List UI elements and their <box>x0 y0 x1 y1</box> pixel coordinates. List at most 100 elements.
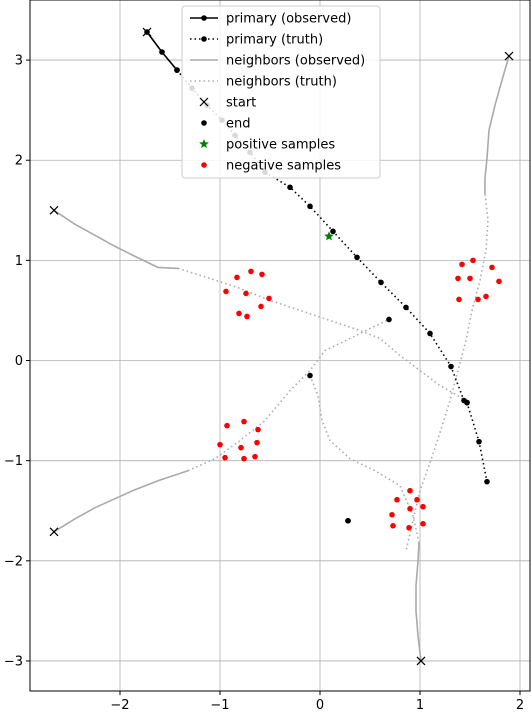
x-stroke <box>142 27 152 37</box>
negative-sample <box>222 454 228 461</box>
legend-entry: start <box>199 96 256 111</box>
x-stroke <box>49 205 59 215</box>
neighbor-observed-line <box>415 542 422 662</box>
legend-dot <box>201 15 207 21</box>
negative-sample <box>254 439 260 446</box>
negative-sample <box>217 441 223 448</box>
legend-star <box>199 139 209 148</box>
negative-sample <box>406 524 412 531</box>
legend-entry: neighbors (observed) <box>190 54 365 69</box>
neighbor-end-marker <box>307 372 313 379</box>
start-end-markers <box>49 27 514 666</box>
plot-frame <box>29 0 531 692</box>
x-stroke <box>504 51 514 61</box>
primary-truth-point <box>354 254 360 261</box>
legend-entry: primary (observed) <box>190 12 351 27</box>
legend-dot <box>201 120 207 126</box>
primary-truth-point <box>403 304 409 311</box>
neighbors-trajectories <box>53 55 510 662</box>
x-stroke <box>416 656 426 666</box>
negative-sample <box>456 296 462 303</box>
neighbor-end-marker <box>386 316 392 323</box>
negative-sample <box>243 290 249 297</box>
primary-truth-point <box>448 363 454 370</box>
ytick-label: −3 <box>4 654 23 669</box>
negative-sample <box>241 418 247 425</box>
negative-sample <box>266 295 272 302</box>
negative-sample <box>459 261 465 268</box>
neighbor-end-marker <box>345 517 351 524</box>
ytick-label: −1 <box>4 454 23 469</box>
negative-sample <box>234 274 240 281</box>
neighbor-truth-line <box>177 267 467 402</box>
ytick-label: 1 <box>15 254 23 269</box>
negative-sample <box>238 444 244 451</box>
axis-ticks: −2 −1 0 1 2 −3 −2 −1 0 1 2 3 <box>4 54 524 713</box>
negative-sample <box>420 503 426 510</box>
legend-x <box>199 97 209 107</box>
primary-truth-point <box>330 228 336 235</box>
negative-sample <box>414 496 420 503</box>
negative-sample <box>248 268 254 275</box>
negative-sample <box>407 487 413 494</box>
negative-sample <box>475 296 481 303</box>
legend-label: neighbors (observed) <box>226 54 365 69</box>
negative-sample <box>496 278 502 285</box>
xtick-label: 0 <box>316 698 324 713</box>
negative-sample <box>467 275 473 282</box>
ytick-label: −2 <box>4 554 23 569</box>
legend-entry: end <box>201 117 251 132</box>
negative-sample <box>255 426 261 433</box>
negative-sample <box>223 288 229 295</box>
neighbor-truth-line <box>187 318 390 472</box>
primary-end-marker <box>464 399 470 406</box>
legend-entry: primary (truth) <box>190 33 323 48</box>
negative-sample <box>489 264 495 271</box>
x-stroke <box>49 527 59 537</box>
ytick-label: 3 <box>15 54 23 69</box>
legend-dot <box>201 36 207 42</box>
negative-sample <box>470 257 476 264</box>
legend-label: end <box>226 117 251 132</box>
neighbor-observed-line <box>53 469 189 533</box>
xtick-label: −2 <box>110 698 129 713</box>
neighbor-start-marker <box>49 527 59 537</box>
positive-sample <box>324 231 334 241</box>
primary-truth-point <box>307 203 313 210</box>
negative-sample <box>389 511 395 518</box>
legend-dot <box>201 162 207 168</box>
neighbor-start-marker <box>49 205 59 215</box>
primary-truth-point <box>427 330 433 337</box>
negative-sample <box>394 496 400 503</box>
samples <box>217 231 502 531</box>
negative-sample <box>252 453 258 460</box>
primary-start-marker <box>142 27 152 37</box>
legend-label: positive samples <box>226 138 335 153</box>
primary-truth-point <box>484 478 490 485</box>
negative-sample <box>455 275 461 282</box>
legend-label: start <box>226 96 256 111</box>
neighbor-observed-line <box>484 55 510 195</box>
negative-sample <box>390 522 396 529</box>
ytick-label: 0 <box>15 354 23 369</box>
ytick-label: 2 <box>15 154 23 169</box>
primary-truth-point <box>378 279 384 286</box>
xtick-label: −1 <box>210 698 229 713</box>
neighbor-start-marker <box>416 656 426 666</box>
negative-sample <box>241 455 247 462</box>
negative-sample <box>236 310 242 317</box>
primary-truth-point <box>476 438 482 445</box>
neighbor-start-marker <box>504 51 514 61</box>
negative-sample <box>258 303 264 310</box>
legend-entry: negative samples <box>201 159 341 174</box>
legend-label: primary (truth) <box>226 33 323 48</box>
negative-sample <box>224 422 230 429</box>
legend-label: primary (observed) <box>226 12 351 27</box>
negative-sample <box>407 505 413 512</box>
neighbor-truth-line <box>309 375 420 543</box>
legend-entry: neighbors (truth) <box>190 75 337 90</box>
negative-sample <box>259 271 265 278</box>
legend-box <box>181 5 381 179</box>
primary-truth-point <box>287 184 293 191</box>
